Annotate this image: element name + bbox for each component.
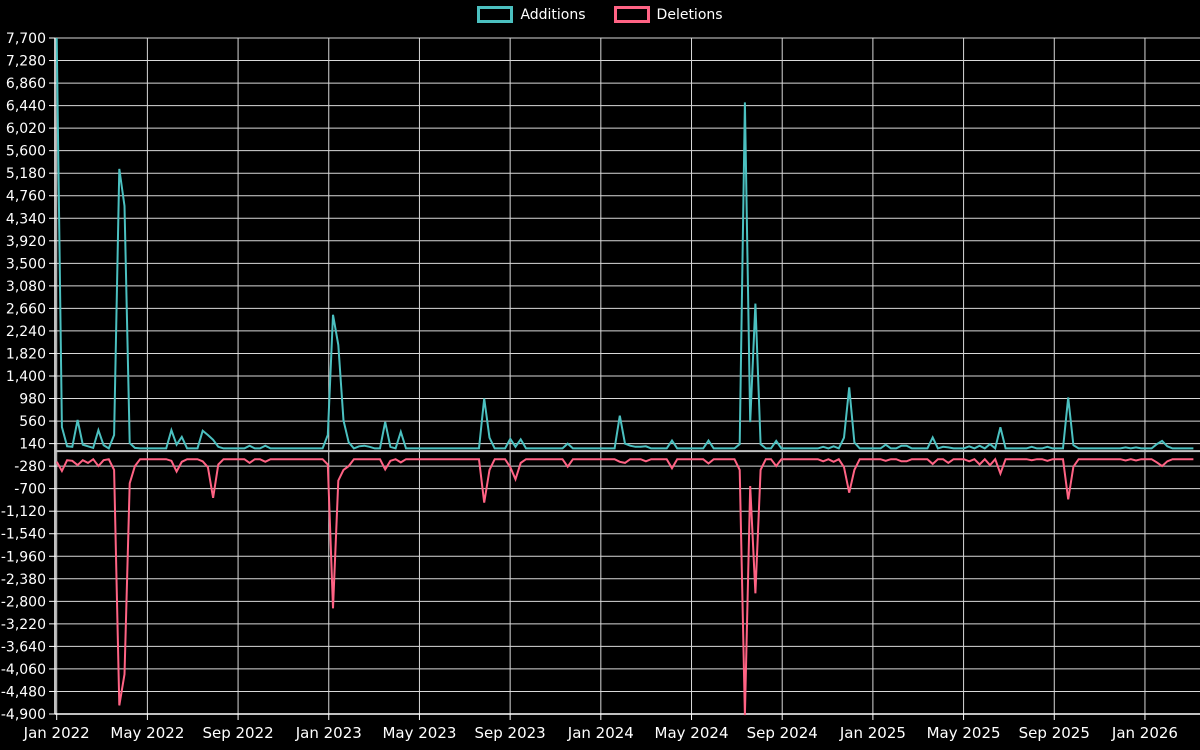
y-tick-label: 3,920 [6,234,46,250]
y-tick-label: -2,380 [1,572,46,588]
x-tick-label: Jan 2024 [567,724,634,742]
additions-swatch-icon [477,6,514,23]
y-tick-label: -280 [14,459,46,475]
x-tick-label: Sep 2022 [202,724,273,742]
y-tick-label: 4,760 [6,189,46,205]
x-tick-label: Sep 2025 [1019,724,1090,742]
additions-line [55,37,1194,451]
y-tick-label: 560 [19,414,46,430]
y-tick-label: 2,240 [6,324,46,340]
y-tick-label: 140 [19,437,46,453]
deletions-swatch-icon [613,6,650,23]
y-tick-label: 7,280 [6,54,46,70]
y-tick-label: 3,500 [6,256,46,272]
y-tick-label: -1,960 [1,549,46,565]
x-tick-label: Sep 2024 [747,724,818,742]
y-tick-label: 2,660 [6,301,46,317]
y-tick-label: 7,700 [6,31,46,47]
y-tick-label: 6,020 [6,121,46,137]
x-tick-label: Sep 2023 [475,724,546,742]
y-tick-label: 6,860 [6,76,46,92]
legend-item-additions[interactable]: Additions [477,6,586,23]
y-tick-label: 6,440 [6,99,46,115]
legend-label-additions: Additions [520,6,586,23]
x-tick-label: May 2023 [382,724,456,742]
y-tick-label: 5,600 [6,144,46,160]
y-tick-label: -3,220 [1,617,46,633]
y-tick-label: 3,080 [6,279,46,295]
legend-label-deletions: Deletions [656,6,723,23]
y-tick-label: 980 [19,392,46,408]
y-tick-label: -4,900 [1,707,46,723]
y-tick-label: 1,400 [6,369,46,385]
legend-item-deletions[interactable]: Deletions [613,6,723,23]
y-tick-label: -1,540 [1,527,46,543]
y-tick-label: -4,480 [1,684,46,700]
chart-legend: Additions Deletions [0,6,1200,23]
y-tick-label: -1,120 [1,504,46,520]
x-tick-label: May 2024 [655,724,729,742]
x-tick-label: Jan 2023 [295,724,362,742]
x-tick-label: Jan 2026 [1111,724,1178,742]
x-tick-label: Jan 2025 [839,724,906,742]
x-tick-label: May 2025 [927,724,1001,742]
x-tick-label: May 2022 [110,724,184,742]
deletions-line [55,457,1194,716]
x-tick-label: Jan 2022 [23,724,90,742]
y-tick-label: -2,800 [1,594,46,610]
y-tick-label: 5,180 [6,166,46,182]
y-tick-label: -3,640 [1,639,46,655]
y-tick-label: 4,340 [6,211,46,227]
y-tick-label: 1,820 [6,346,46,362]
y-tick-label: -700 [14,482,46,498]
y-tick-label: -4,060 [1,662,46,678]
